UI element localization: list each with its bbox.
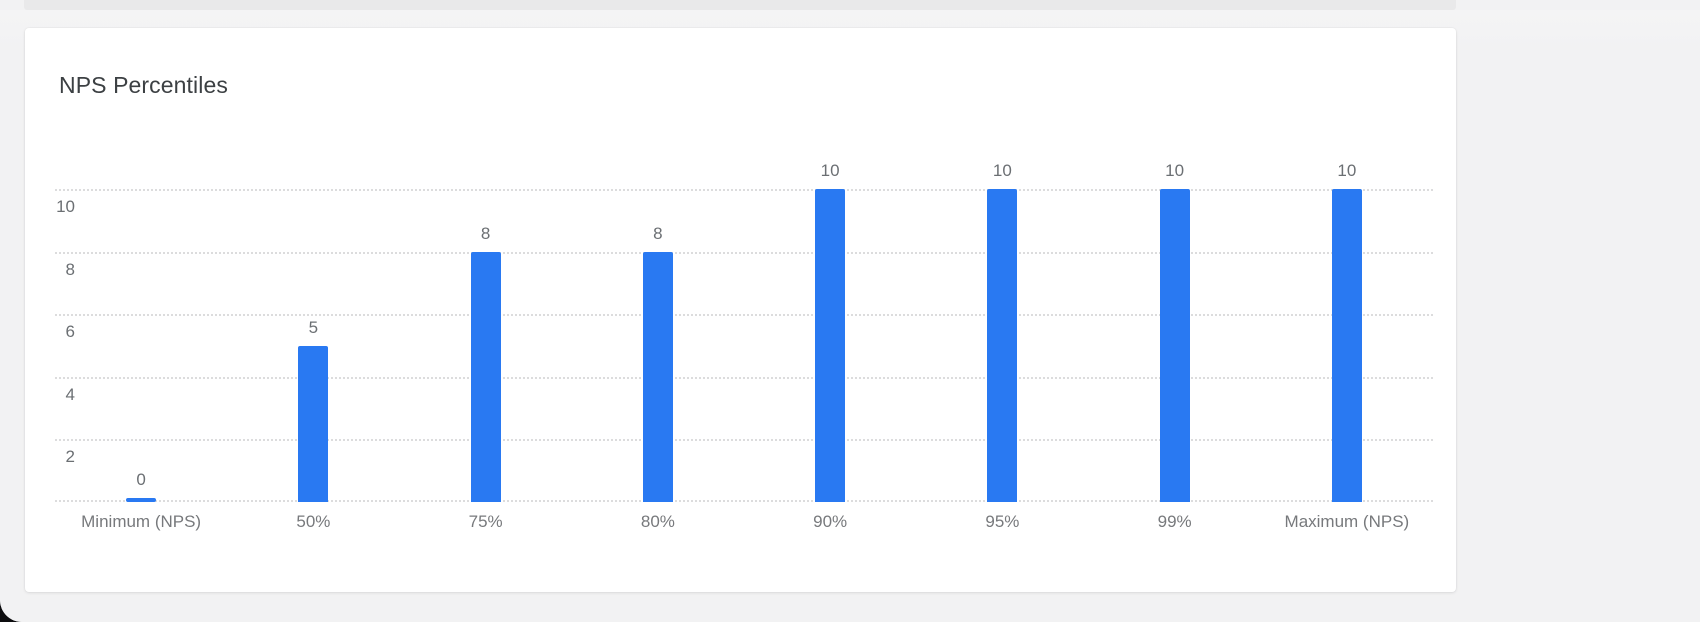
bar-column[interactable]: 5: [227, 158, 399, 502]
bar[interactable]: [642, 251, 673, 502]
bar[interactable]: [298, 345, 329, 502]
y-axis-tick-label: 6: [65, 322, 75, 342]
nps-percentiles-card: NPS Percentiles 10 8 6 4 2 0 5 8 8 10 10 10 10 Mini…: [25, 28, 1456, 592]
bar-column[interactable]: 10: [1089, 158, 1261, 502]
bar-value-label: 8: [480, 223, 491, 243]
bar-value-label: 10: [1337, 161, 1357, 181]
x-axis: Minimum (NPS) 50% 75% 80% 90% 95% 99% Maximum (…: [55, 512, 1433, 552]
bar-value-label: 10: [820, 161, 840, 181]
bar-value-label: 5: [308, 317, 319, 337]
axis-baseline: [55, 500, 1433, 502]
bar-column[interactable]: 10: [744, 158, 916, 502]
bar-value-label: 0: [136, 470, 146, 489]
x-axis-tick-label: 75%: [468, 512, 503, 531]
bar-column[interactable]: 10: [916, 158, 1088, 502]
bar[interactable]: [1331, 189, 1362, 502]
bar[interactable]: [126, 498, 157, 502]
x-axis-tick-label: Minimum (NPS): [81, 512, 202, 531]
bar-value-label: 10: [992, 161, 1012, 181]
gridline: [55, 439, 1433, 442]
x-axis-tick-label: 90%: [813, 512, 848, 531]
bar-column[interactable]: 0: [55, 158, 227, 502]
x-axis-tick-label: 99%: [1157, 512, 1192, 531]
y-axis-tick-label: 2: [65, 447, 75, 467]
x-axis-tick-label: 95%: [985, 512, 1020, 531]
y-axis-tick-label: 8: [65, 259, 75, 279]
gridline: [55, 376, 1433, 379]
plot-area: 0 5 8 8 10 10 10 10: [55, 158, 1433, 502]
bar[interactable]: [987, 189, 1018, 502]
bar-chart: 10 8 6 4 2 0 5 8 8 10 10 10 10 Minimum (NPS) 50% 75% 8…: [25, 28, 1456, 592]
y-axis-tick-label: 4: [65, 384, 75, 404]
x-axis-tick-label: 50%: [296, 512, 331, 531]
y-axis-tick-label: 10: [56, 197, 75, 217]
bar[interactable]: [1159, 189, 1190, 502]
bar-value-label: 8: [653, 223, 663, 243]
x-axis-tick-label: Maximum (NPS): [1284, 512, 1410, 531]
x-axis-tick-label: 80%: [640, 512, 675, 531]
bar-column[interactable]: 10: [1261, 158, 1433, 502]
bar-column[interactable]: 8: [400, 158, 572, 502]
gridline: [55, 189, 1433, 192]
card-title: NPS Percentiles: [59, 72, 228, 98]
bar-column[interactable]: 8: [572, 158, 744, 502]
bar[interactable]: [470, 251, 501, 502]
gridline: [55, 314, 1433, 317]
y-axis: 10 8 6 4 2: [25, 28, 85, 592]
bar[interactable]: [815, 189, 846, 502]
gridline: [55, 251, 1433, 254]
page-top-strip: [24, 0, 1456, 10]
bar-value-label: 10: [1165, 161, 1185, 181]
